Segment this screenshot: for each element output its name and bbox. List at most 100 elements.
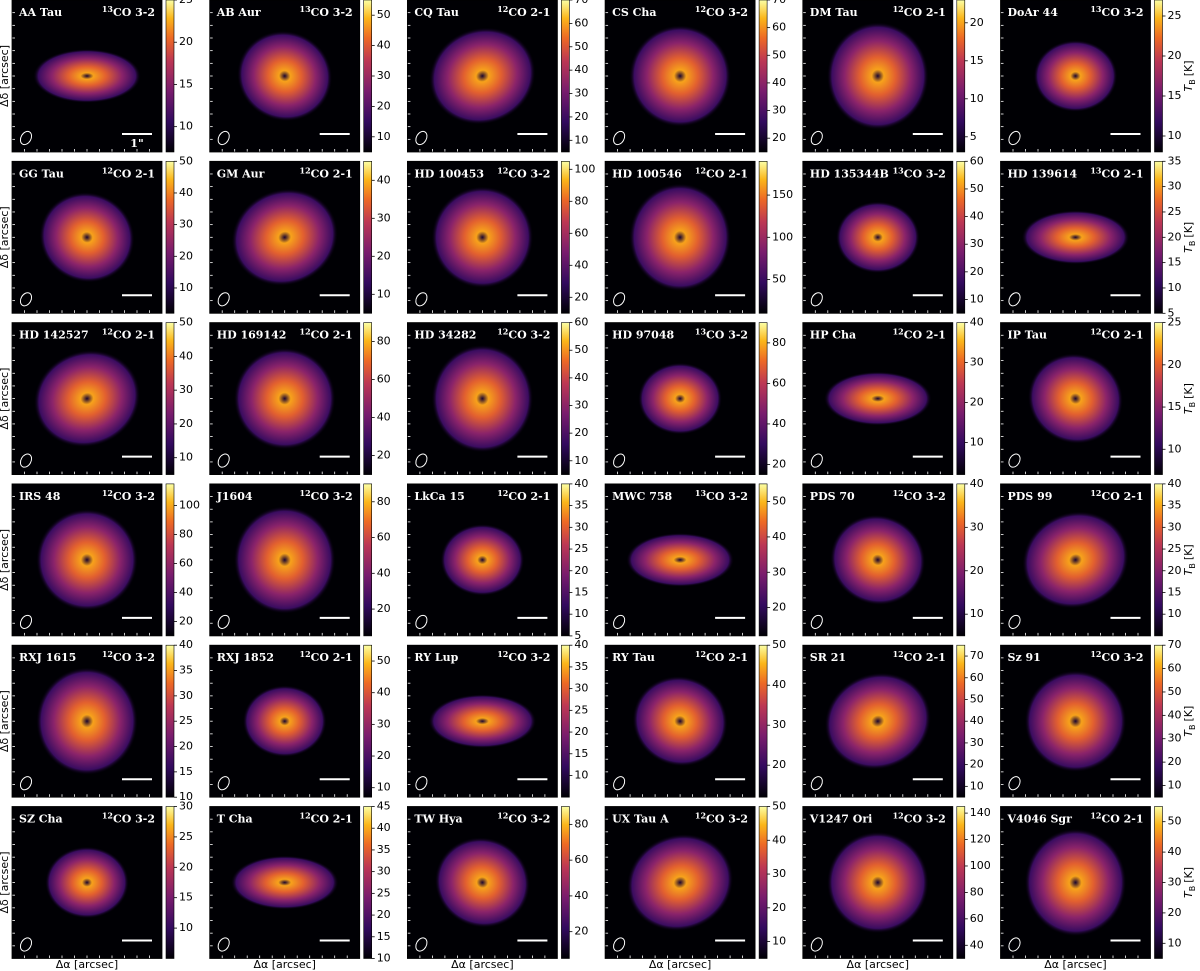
- panel-name: DM Tau: [810, 6, 858, 19]
- transition: CO 3-2: [113, 813, 155, 826]
- image-frame: [11, 160, 163, 314]
- colorbar: [363, 0, 373, 153]
- disk-image: [428, 694, 537, 749]
- image-frame: [604, 160, 756, 314]
- colorbar: [165, 483, 175, 637]
- colorbar-tick-label: 20: [1168, 49, 1182, 62]
- colorbar-tick-label: 10: [377, 287, 391, 300]
- transition: CO 2-1: [113, 329, 155, 342]
- colorbar-tick-label: 50: [377, 654, 391, 667]
- isotope: 12: [1090, 327, 1101, 337]
- colorbar-tick-label: 100: [970, 859, 991, 872]
- line-label: 12CO 3-2: [300, 488, 353, 503]
- line-label: 13CO 3-2: [102, 4, 155, 19]
- line-label: 12CO 2-1: [695, 649, 748, 664]
- panel-name: AA Tau: [18, 6, 62, 19]
- colorbar-tick-label: 25: [1168, 205, 1182, 218]
- image-frame: [1000, 0, 1151, 153]
- line-label: 12CO 2-1: [102, 165, 155, 180]
- disk-image: [434, 837, 531, 928]
- colorbar-tick-label: 20: [377, 99, 391, 112]
- colorbar-tick-label: 80: [574, 817, 588, 830]
- y-axis-label: Δδ [arcsec]: [0, 529, 11, 591]
- colorbar-tick-label: 50: [772, 638, 786, 651]
- line-label: 12CO 3-2: [497, 811, 550, 826]
- colorbar-tick-label: 10: [179, 790, 193, 803]
- colorbar-tick-label: 10: [1168, 607, 1182, 620]
- beam: [217, 776, 230, 791]
- colorbar-label: TB [K]: [1182, 867, 1197, 898]
- isotope: 12: [1090, 649, 1101, 659]
- line-label: 12CO 2-1: [497, 4, 550, 19]
- image-frame: [604, 0, 756, 153]
- colorbar-tick-label: 15: [574, 585, 588, 598]
- transition: CO 2-1: [904, 6, 946, 19]
- y-axis-label: Δδ [arcsec]: [0, 45, 11, 107]
- disk-image: [36, 667, 138, 776]
- colorbar-tick-label: 20: [377, 449, 391, 462]
- transition: CO 2-1: [311, 813, 353, 826]
- disk-image: [835, 201, 920, 274]
- colorbar: [1154, 0, 1163, 153]
- panel-name: Sz 91: [1008, 651, 1041, 664]
- isotope: 12: [300, 811, 311, 821]
- panel: CS Cha 12CO 3-2 20 30 40 50 60 70: [604, 0, 786, 153]
- panel: IP Tau 12CO 2-1 10 15 20 25 TB [K]: [1000, 316, 1197, 476]
- colorbar: [1154, 806, 1163, 959]
- colorbar-tick-label: 35: [574, 660, 588, 673]
- beam: [613, 937, 626, 952]
- panel-name: HD 100453: [414, 167, 484, 180]
- line-label: 13CO 3-2: [893, 165, 946, 180]
- panel: Sz 91 12CO 3-2 10 20 30 40 50 60 70 TB [K]: [1000, 638, 1197, 798]
- disk-image: [632, 675, 728, 767]
- colorbar: [956, 644, 966, 798]
- image-frame: [406, 806, 558, 959]
- panel: LkCa 15 12CO 2-1 5 10 15 20 25 30 35 40: [406, 477, 588, 642]
- colorbar-tick-label: 40: [377, 821, 391, 834]
- colorbar-tick-label: 30: [772, 565, 786, 578]
- colorbar-tick-label: 5: [574, 629, 581, 642]
- image-frame: [1000, 644, 1151, 798]
- panel: IRS 48 12CO 3-2 20 40 60 80 100 Δδ [arcsec]: [0, 483, 200, 637]
- disk-image: [233, 505, 336, 614]
- colorbar-tick-label: 35: [179, 664, 193, 677]
- colorbar-tick-label: 20: [574, 110, 588, 123]
- panel: HD 97048 13CO 3-2 20 40 60 80: [604, 322, 786, 476]
- image-frame: [802, 644, 954, 798]
- image-frame: [802, 322, 954, 476]
- colorbar-label-unit: [K]: [1182, 60, 1195, 76]
- colorbar-tick-label: 10: [179, 281, 193, 294]
- colorbar: [165, 161, 175, 314]
- isotope: 12: [497, 811, 508, 821]
- line-label: 12CO 2-1: [300, 811, 353, 826]
- panel-name: CS Cha: [612, 6, 656, 19]
- isotope: 12: [102, 811, 113, 821]
- line-label: 13CO 3-2: [695, 327, 748, 342]
- transition: CO 3-2: [508, 167, 550, 180]
- colorbar-tick-label: 20: [772, 901, 786, 914]
- colorbar-tick-label: 100: [179, 499, 200, 512]
- colorbar-tick-label: 20: [1168, 906, 1182, 919]
- disk-image: [826, 22, 929, 130]
- isotope: 12: [695, 811, 706, 821]
- transition: CO 2-1: [904, 329, 946, 342]
- disk-image: [638, 362, 723, 435]
- panel: HD 169142 12CO 2-1 20 40 60 80: [209, 322, 391, 476]
- transition: CO 2-1: [508, 6, 550, 19]
- colorbar-tick-label: 80: [970, 885, 984, 898]
- colorbar-tick-label: 20: [574, 564, 588, 577]
- transition: CO 2-1: [904, 651, 946, 664]
- disk-image: [824, 672, 932, 770]
- panel-name: DoAr 44: [1008, 6, 1059, 19]
- colorbar-tick-label: 20: [179, 249, 193, 262]
- colorbar-tick-label: 60: [377, 373, 391, 386]
- beam: [1008, 776, 1021, 791]
- beam: [415, 776, 428, 791]
- colorbar-tick-label: 50: [772, 273, 786, 286]
- transition: CO 2-1: [706, 167, 748, 180]
- colorbar-label: TB [K]: [1182, 383, 1197, 414]
- line-label: 12CO 3-2: [893, 811, 946, 826]
- colorbar-tick-label: 10: [970, 607, 984, 620]
- colorbar-tick-label: 25: [179, 830, 193, 843]
